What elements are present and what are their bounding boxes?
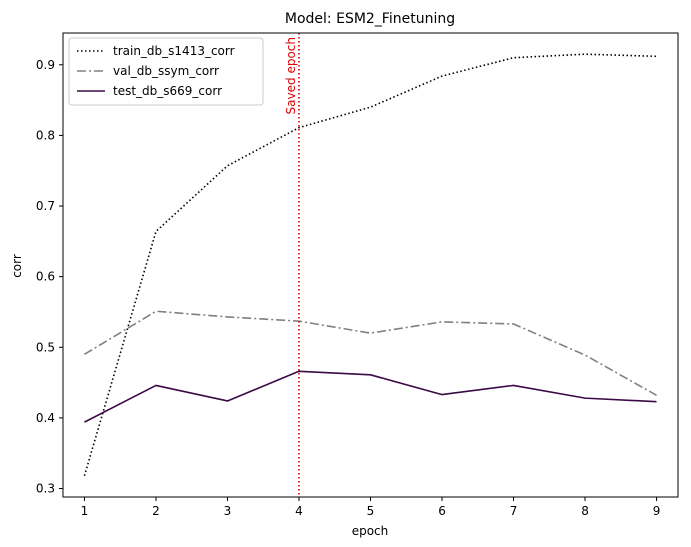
- y-tick-label: 0.8: [36, 128, 55, 142]
- y-axis-label: corr: [10, 254, 24, 278]
- x-axis: 1 2 3 4 5 6 7 8 9: [81, 497, 661, 518]
- x-tick-label: 7: [510, 504, 518, 518]
- data-point: [155, 231, 157, 233]
- data-point: [513, 385, 515, 387]
- legend-box: [68, 37, 264, 106]
- x-tick-label: 3: [224, 504, 232, 518]
- y-tick-label: 0.3: [36, 482, 55, 496]
- series-line-train_db_s1413_corr: [83, 53, 657, 477]
- data-point: [298, 127, 300, 129]
- x-tick-label: 9: [653, 504, 661, 518]
- data-point: [370, 106, 372, 108]
- y-tick-label: 0.7: [36, 199, 55, 213]
- data-point: [155, 310, 157, 312]
- legend-entry: train_db_s1413_corr: [113, 44, 235, 58]
- data-point: [656, 56, 658, 58]
- data-point: [370, 332, 372, 334]
- data-point: [656, 401, 658, 403]
- series-line-val_db_ssym_corr: [84, 310, 657, 396]
- y-tick-label: 0.4: [36, 411, 55, 425]
- data-point: [584, 53, 586, 55]
- data-point: [155, 385, 157, 387]
- data-point: [513, 57, 515, 59]
- data-point: [656, 395, 658, 397]
- data-point: [513, 323, 515, 325]
- x-axis-label: epoch: [352, 524, 389, 538]
- data-point: [84, 354, 86, 356]
- legend: train_db_s1413_corr val_db_ssym_corr test_…: [68, 37, 264, 106]
- data-point: [441, 321, 443, 323]
- y-tick-label: 0.5: [36, 340, 55, 354]
- data-point: [227, 165, 229, 167]
- data-point: [298, 370, 300, 372]
- x-tick-label: 4: [295, 504, 303, 518]
- saved-epoch-label: Saved epoch: [284, 37, 298, 114]
- data-point: [441, 394, 443, 396]
- data-point: [584, 397, 586, 399]
- x-tick-label: 2: [152, 504, 160, 518]
- data-point: [84, 475, 86, 477]
- legend-entry: val_db_ssym_corr: [113, 64, 219, 78]
- y-tick-label: 0.6: [36, 270, 55, 284]
- chart-title: Model: ESM2_Finetuning: [285, 11, 455, 27]
- x-tick-label: 6: [438, 504, 446, 518]
- series-line-test_db_s669_corr: [84, 370, 657, 423]
- data-point: [84, 421, 86, 423]
- data-point: [227, 316, 229, 318]
- data-point: [584, 354, 586, 356]
- data-point: [227, 400, 229, 402]
- y-tick-label: 0.9: [36, 58, 55, 72]
- x-tick-label: 5: [367, 504, 375, 518]
- data-point: [441, 75, 443, 77]
- x-tick-label: 1: [81, 504, 89, 518]
- plot-area: Saved epoch: [83, 33, 658, 497]
- y-axis: 0.3 0.4 0.5 0.6 0.7 0.8 0.9: [36, 58, 63, 496]
- legend-entry: test_db_s669_corr: [113, 84, 222, 98]
- data-point: [370, 374, 372, 376]
- x-tick-label: 8: [581, 504, 589, 518]
